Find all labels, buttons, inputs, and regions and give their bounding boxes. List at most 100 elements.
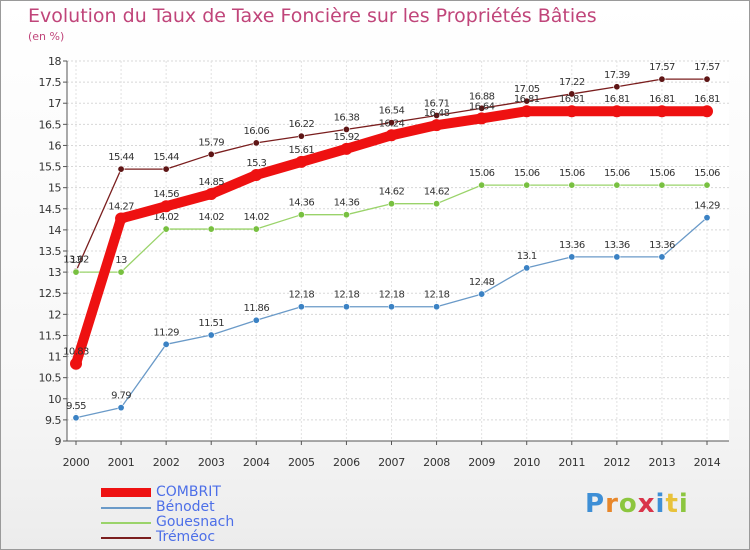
data-point (703, 214, 711, 222)
data-label: 15.44 (153, 152, 179, 163)
data-point (117, 165, 125, 173)
data-point (387, 119, 395, 127)
data-label: 16.06 (243, 126, 269, 137)
legend-swatch-combrit (101, 488, 151, 497)
data-point (658, 253, 666, 261)
data-label: 16.38 (334, 112, 360, 123)
y-tick-label: 9.5 (45, 414, 61, 427)
x-tick-label: 2008 (423, 456, 450, 469)
data-label: 15.06 (694, 168, 720, 179)
y-tick-label: 18 (48, 55, 61, 68)
data-label: 10.83 (63, 347, 89, 358)
data-point (703, 181, 711, 189)
data-point (252, 139, 260, 147)
data-point (117, 404, 125, 412)
data-label: 15.06 (649, 168, 675, 179)
data-label: 15.92 (334, 132, 360, 143)
data-label: 13.36 (649, 240, 675, 251)
data-label: 14.02 (198, 212, 224, 223)
data-label: 16.81 (649, 94, 675, 105)
data-label: 15.44 (108, 152, 134, 163)
data-label: 11.29 (153, 327, 179, 338)
y-tick-label: 11 (48, 351, 61, 364)
data-point (162, 340, 170, 348)
data-point (655, 105, 668, 118)
data-point (70, 357, 82, 370)
data-point (433, 111, 441, 119)
y-tick-label: 10 (48, 393, 61, 406)
data-point (478, 104, 486, 112)
data-label: 14.02 (153, 212, 179, 223)
legend: COMBRIT Bénodet Gouesnach Tréméoc (101, 485, 301, 545)
data-label: 16.48 (424, 108, 450, 119)
data-point (387, 200, 395, 208)
data-point (72, 268, 80, 276)
data-label: 16.71 (424, 98, 450, 109)
data-point (162, 165, 170, 173)
data-point (433, 200, 441, 208)
data-label: 15.61 (289, 145, 315, 156)
data-label: 9.55 (66, 401, 86, 412)
data-label: 17.57 (649, 62, 675, 73)
data-point (568, 90, 576, 98)
y-tick-label: 14.5 (39, 203, 62, 216)
data-point (252, 225, 260, 233)
data-label: 16.54 (379, 106, 405, 117)
legend-swatch-tremeoc (101, 537, 151, 539)
data-point (162, 225, 170, 233)
data-label: 15.06 (514, 168, 540, 179)
data-point (658, 181, 666, 189)
x-tick-label: 2010 (513, 456, 540, 469)
data-point (701, 105, 713, 118)
data-point (523, 181, 531, 189)
x-tick-label: 2003 (198, 456, 225, 469)
x-tick-label: 2001 (108, 456, 135, 469)
data-label: 14.85 (198, 177, 224, 188)
unit-label: (en %) (28, 30, 65, 43)
data-label: 14.29 (694, 201, 720, 212)
x-tick-label: 2009 (468, 456, 495, 469)
data-point (160, 200, 173, 213)
data-point (520, 105, 533, 118)
data-point (340, 142, 353, 155)
data-label: 13 (70, 255, 82, 266)
logo-letter: P (585, 489, 606, 519)
data-label: 13.36 (604, 240, 630, 251)
data-point (252, 316, 260, 324)
data-label: 16.88 (469, 91, 495, 102)
data-point (430, 119, 443, 132)
series-benodet: 9.55 9.79 11.29 11.51 11.86 12.18 12.18 12.18 12… (66, 201, 721, 422)
y-tick-label: 14 (48, 224, 61, 237)
legend-label-benodet: Bénodet (156, 499, 215, 515)
x-tick-label: 2007 (378, 456, 405, 469)
data-point (565, 105, 578, 118)
data-label: 12.18 (379, 290, 405, 301)
chart-title: Evolution du Taux de Taxe Foncière sur l… (28, 5, 597, 27)
plot-area (67, 61, 729, 441)
data-point (523, 97, 531, 105)
x-tick-label: 2005 (288, 456, 315, 469)
data-point (613, 253, 621, 261)
data-point (478, 181, 486, 189)
legend-label-gouesnach: Gouesnach (156, 514, 235, 530)
data-label: 13.36 (559, 240, 585, 251)
x-tick-label: 2004 (243, 456, 270, 469)
logo-letter: i (655, 489, 666, 519)
data-point (568, 253, 576, 261)
x-tick-label: 2002 (153, 456, 180, 469)
data-point (207, 225, 215, 233)
data-point (297, 132, 305, 140)
data-point (568, 181, 576, 189)
data-point (610, 105, 623, 118)
y-tick-label: 10.5 (39, 372, 62, 385)
data-label: 14.62 (379, 187, 405, 198)
y-tick-label: 17.5 (39, 76, 62, 89)
legend-swatch-gouesnach (101, 522, 151, 524)
data-point (297, 303, 305, 311)
data-label: 13.02 (63, 254, 89, 265)
data-label: 11.86 (243, 303, 269, 314)
data-label: 15.06 (469, 168, 495, 179)
data-label: 16.24 (379, 118, 405, 129)
data-label: 13 (115, 255, 127, 266)
